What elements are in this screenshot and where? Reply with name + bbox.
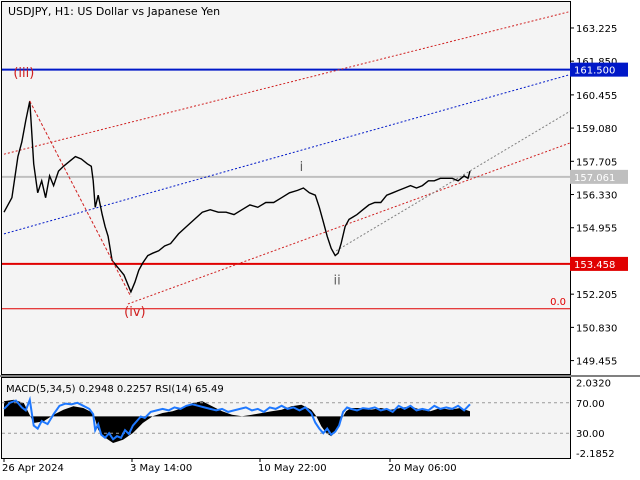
main-panel-frame <box>1 1 571 375</box>
y-tick-label: 159.080 <box>576 124 617 135</box>
horizontal-levels <box>2 68 570 310</box>
fib-label: 0.0 <box>550 297 566 308</box>
y-tick-label: 149.455 <box>576 357 617 368</box>
price-tag-label: 153.458 <box>574 260 615 271</box>
channel-line <box>3 11 571 155</box>
x-tick-label: 10 May 22:00 <box>258 463 327 474</box>
indicator-tick-label: 30.00 <box>576 429 605 440</box>
indicator-title: MACD(5,34,5) 0.2948 0.2257 RSI(14) 65.49 <box>6 384 224 395</box>
chart-title: USDJPY, H1: US Dollar vs Japanese Yen <box>8 5 220 18</box>
y-tick-label: 154.955 <box>576 224 617 235</box>
rsi-line <box>3 395 471 441</box>
indicator-panel-frame <box>1 377 571 459</box>
channel-lines <box>3 11 571 305</box>
wave-line <box>29 100 132 297</box>
price-tag-label: 157.061 <box>574 173 615 184</box>
price-series <box>3 100 471 294</box>
y-tick-label: 150.830 <box>576 323 617 334</box>
x-tick-label: 20 May 06:00 <box>388 463 457 474</box>
channel-line <box>335 110 571 252</box>
indicator-tick-label: 70.00 <box>576 399 605 410</box>
price-tag <box>570 256 628 271</box>
y-tick-label: 160.455 <box>576 91 617 102</box>
y-tick-label: 163.225 <box>576 24 617 35</box>
x-tick-label: 26 Apr 2024 <box>2 463 64 474</box>
y-tick-label: 157.705 <box>576 157 617 168</box>
price-axis: 163.225161.850160.455159.080157.705156.3… <box>550 24 628 460</box>
wave-label: (iv) <box>124 305 145 320</box>
price-line <box>3 100 471 294</box>
wave-label: i <box>300 160 304 175</box>
price-tag-label: 161.500 <box>574 66 615 77</box>
price-tag <box>570 62 628 77</box>
price-tag <box>570 169 628 184</box>
x-tick-label: 3 May 14:00 <box>130 463 192 474</box>
wave-label: ii <box>334 274 341 289</box>
channel-line <box>127 142 571 305</box>
main-panel-background <box>2 2 570 374</box>
channel-line <box>3 74 571 235</box>
y-tick-label: 152.205 <box>576 290 617 301</box>
y-tick-label: 156.330 <box>576 191 617 202</box>
wave-label: (iii) <box>13 66 34 81</box>
time-axis: 26 Apr 2024 3 May 14:00 10 May 22:00 20 May… <box>2 458 457 474</box>
indicator-series <box>2 395 570 443</box>
indicator-tick-label: -2.1852 <box>576 449 615 460</box>
wave-annotations: (iii)(iv)iii <box>13 66 340 320</box>
indicator-tick-label: 2.0320 <box>576 378 611 389</box>
